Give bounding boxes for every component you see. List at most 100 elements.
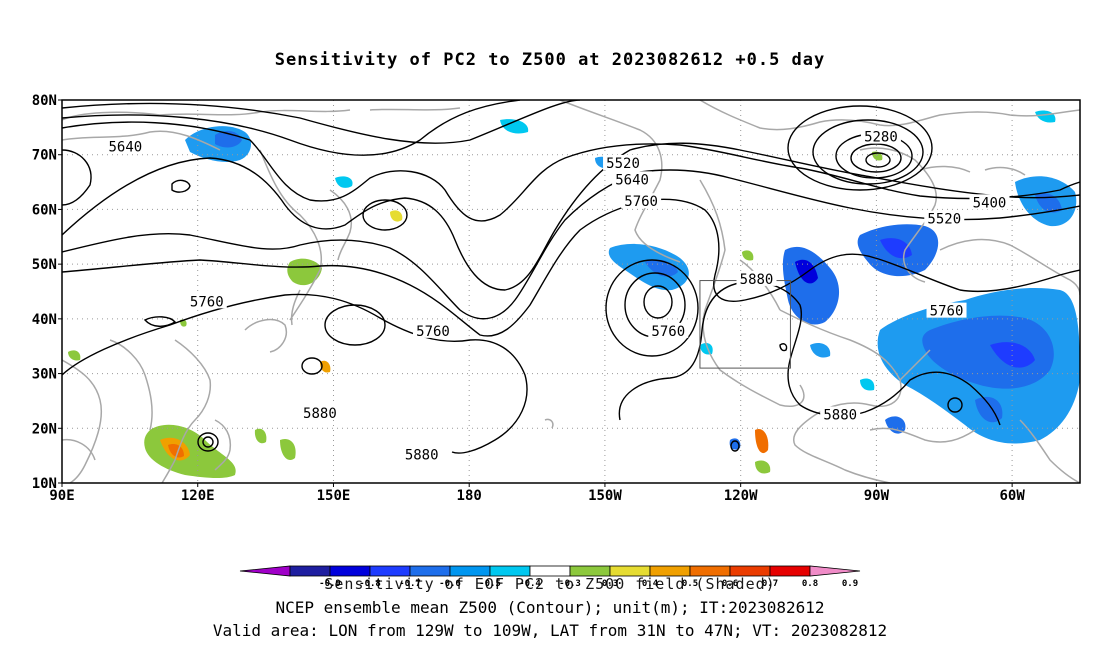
colorbar-tick-label: -0.5	[479, 579, 501, 589]
contour-label-bg	[401, 446, 442, 462]
low-pacific-3	[605, 259, 699, 357]
lon-label: 150W	[588, 488, 622, 504]
contour-5520-high	[62, 100, 521, 156]
contour-5400-high	[62, 100, 581, 144]
contour-5880-east	[618, 281, 1001, 426]
contour-label-bg	[648, 322, 689, 338]
contour-label: 5640	[615, 172, 649, 188]
lat-label: 70N	[32, 148, 57, 164]
contour-label: 5760	[190, 294, 224, 310]
closed-contour-small-2	[197, 432, 219, 452]
closed-contour-small-1	[301, 357, 323, 375]
contour-label: 5880	[405, 448, 439, 464]
lon-label: 120E	[181, 488, 215, 504]
positive-shading	[68, 151, 883, 479]
contour-label: 5760	[624, 194, 658, 210]
contour-label: 5520	[606, 156, 640, 172]
map-title: Sensitivity of PC2 to Z500 at 2023082612…	[274, 50, 826, 70]
contour-5640	[62, 121, 1080, 222]
contour-label: 5760	[930, 304, 964, 320]
contour-label-bg	[299, 404, 340, 420]
z500-contours	[62, 100, 1080, 454]
colorbar-tick-label: -0.6	[439, 579, 461, 589]
contour-label: 5400	[973, 195, 1007, 211]
contour-5880-inner	[779, 343, 788, 352]
sensitivity-shading	[68, 110, 1080, 479]
low-pacific-1	[643, 285, 673, 319]
low-5280-2	[850, 143, 902, 173]
contour-label-bg	[926, 302, 967, 318]
colorbar-tick-label: -0.7	[399, 579, 421, 589]
colorbar-tick-label: 0.5	[682, 579, 698, 589]
closed-contour-pacific	[324, 304, 386, 346]
colorbar-tick-label: -0.9	[319, 579, 341, 589]
lon-label: 150E	[317, 488, 351, 504]
lon-label: 90E	[49, 488, 74, 504]
contour-label-bg	[603, 154, 644, 170]
closed-contour-small-4	[947, 397, 963, 413]
contour-label: 5880	[823, 408, 857, 424]
colorbar-tick-label: 0.4	[642, 579, 659, 589]
lat-label: 40N	[32, 312, 57, 328]
contour-label-bg	[621, 193, 662, 209]
caption-line-2: Valid area: LON from 129W to 109W, LAT f…	[212, 621, 888, 640]
contour-label-bg	[186, 293, 227, 309]
colorbar-tick-label: 0.7	[762, 579, 778, 589]
closed-contour-small-5	[730, 440, 740, 452]
low-kamchatka	[362, 199, 408, 231]
lon-label: 120W	[724, 488, 758, 504]
closed-contour-west	[171, 179, 191, 193]
contour-label: 5760	[416, 324, 450, 340]
contour-5520	[62, 142, 1080, 291]
lat-label: 30N	[32, 367, 57, 383]
contour-label-bg	[736, 270, 777, 286]
colorbar-end-high	[809, 565, 861, 577]
lat-label: 80N	[32, 93, 57, 109]
colorbar-tick-label: -0.3	[559, 579, 581, 589]
contour-labels: 5640552056405760528054005520588057605760…	[105, 128, 1010, 464]
contour-label: 5640	[108, 140, 142, 156]
lat-label: 60N	[32, 202, 57, 218]
lat-label: 10N	[32, 476, 57, 492]
lon-label: 60W	[999, 488, 1025, 504]
contour-label-bg	[413, 322, 454, 338]
colorbar-tick-label: -0.8	[359, 579, 381, 589]
contour-5640-mid	[62, 169, 1080, 320]
colorbar-tick-label: 0.6	[722, 579, 738, 589]
contour-label: 5880	[740, 272, 774, 288]
colorbar-tick-label: 0.8	[802, 579, 818, 589]
contour-label: 5880	[303, 406, 337, 422]
contour-label-bg	[612, 171, 653, 187]
colorbar-tick-label: 0.3	[602, 579, 618, 589]
lat-label: 50N	[32, 257, 57, 273]
valid-area-box	[699, 280, 791, 369]
latitude-axis: 80N 70N 60N 50N 40N 30N 20N 10N	[32, 93, 62, 492]
closed-contour-small-3	[202, 436, 214, 448]
negative-shading	[185, 110, 1080, 450]
contour-label: 5760	[651, 324, 685, 340]
contour-label-bg	[105, 138, 146, 154]
caption-line-1: NCEP ensemble mean Z500 (Contour); unit(…	[275, 598, 825, 617]
contour-5760-west	[143, 316, 177, 327]
contour-label-bg	[820, 406, 861, 422]
low-5280-5	[787, 105, 933, 191]
contour-5640b	[62, 149, 92, 206]
lat-label: 20N	[32, 421, 57, 437]
colorbar: -0.9 -0.8 -0.7 -0.6 -0.5 -0.4 -0.3 0.3 0.4 0.5 0.6…	[239, 565, 861, 589]
plot-frame	[61, 99, 1081, 484]
colorbar-tick-label: 0.9	[842, 579, 858, 589]
contour-label-bg	[969, 194, 1010, 210]
low-5280-4	[812, 119, 924, 185]
contour-label: 5520	[927, 212, 961, 228]
coastlines	[62, 100, 1080, 483]
colorbar-caption: Sensitivity of EOF PC2 to Z500 field (Sh…	[324, 575, 776, 593]
low-5280-1	[865, 152, 891, 168]
longitude-axis: 90E 120E 150E 180 150W 120W 90W 60W	[49, 483, 1025, 504]
colorbar-tick-label: -0.4	[519, 579, 541, 589]
lon-label: 180	[457, 488, 482, 504]
contour-label-bg	[924, 210, 965, 226]
contour-label-bg	[860, 128, 901, 144]
lon-label: 90W	[864, 488, 890, 504]
contour-label: 5280	[864, 130, 898, 146]
